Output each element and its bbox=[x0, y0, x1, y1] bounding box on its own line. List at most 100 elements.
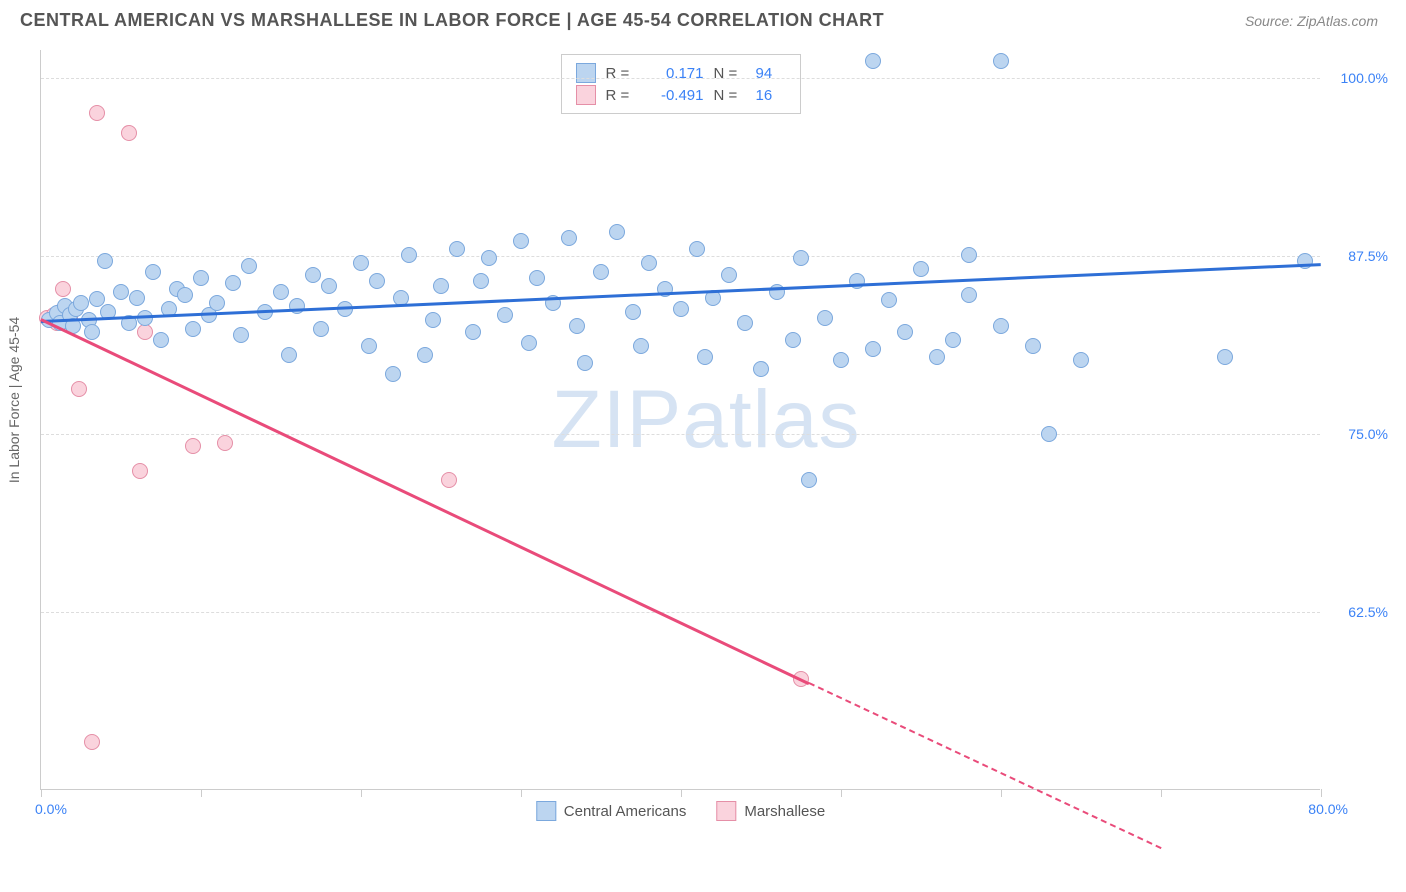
data-point bbox=[881, 292, 897, 308]
data-point bbox=[137, 324, 153, 340]
y-tick-label: 62.5% bbox=[1348, 604, 1388, 620]
data-point bbox=[209, 295, 225, 311]
data-point bbox=[577, 355, 593, 371]
data-point bbox=[945, 332, 961, 348]
data-point bbox=[361, 338, 377, 354]
n-label: N = bbox=[714, 87, 746, 104]
chart-title: CENTRAL AMERICAN VS MARSHALLESE IN LABOR… bbox=[20, 10, 884, 31]
r-label: R = bbox=[606, 87, 638, 104]
data-point bbox=[113, 284, 129, 300]
data-point bbox=[273, 284, 289, 300]
x-tick bbox=[841, 789, 842, 797]
legend-swatch bbox=[536, 801, 556, 821]
x-tick bbox=[361, 789, 362, 797]
data-point bbox=[961, 287, 977, 303]
data-point bbox=[609, 224, 625, 240]
data-point bbox=[281, 347, 297, 363]
chart-plot-area: ZIPatlas R =0.171N =94R =-0.491N =16 Cen… bbox=[40, 50, 1320, 790]
data-point bbox=[913, 261, 929, 277]
data-point bbox=[305, 267, 321, 283]
data-point bbox=[353, 255, 369, 271]
data-point bbox=[1217, 349, 1233, 365]
watermark: ZIPatlas bbox=[552, 373, 861, 467]
y-tick-label: 75.0% bbox=[1348, 426, 1388, 442]
x-axis-min-label: 0.0% bbox=[35, 801, 67, 817]
x-tick bbox=[41, 789, 42, 797]
data-point bbox=[425, 312, 441, 328]
data-point bbox=[121, 125, 137, 141]
data-point bbox=[785, 332, 801, 348]
x-tick bbox=[1001, 789, 1002, 797]
data-point bbox=[641, 255, 657, 271]
legend-series-label: Central Americans bbox=[564, 803, 687, 820]
x-tick bbox=[521, 789, 522, 797]
data-point bbox=[84, 734, 100, 750]
gridline bbox=[41, 434, 1320, 435]
data-point bbox=[721, 267, 737, 283]
data-point bbox=[625, 304, 641, 320]
legend-swatch bbox=[576, 85, 596, 105]
data-point bbox=[89, 105, 105, 121]
data-point bbox=[217, 435, 233, 451]
data-point bbox=[993, 318, 1009, 334]
legend-stat-row: R = -0.491 N = 16 bbox=[576, 85, 786, 105]
data-point bbox=[673, 301, 689, 317]
legend-series-label: Marshallese bbox=[744, 803, 825, 820]
data-point bbox=[521, 335, 537, 351]
data-point bbox=[929, 349, 945, 365]
data-point bbox=[697, 349, 713, 365]
data-point bbox=[1073, 352, 1089, 368]
legend-series-item: Marshallese bbox=[716, 801, 825, 821]
data-point bbox=[369, 273, 385, 289]
data-point bbox=[753, 361, 769, 377]
series-legend: Central Americans Marshallese bbox=[536, 801, 825, 821]
data-point bbox=[449, 241, 465, 257]
data-point bbox=[132, 463, 148, 479]
data-point bbox=[865, 53, 881, 69]
legend-swatch bbox=[576, 63, 596, 83]
gridline bbox=[41, 256, 1320, 257]
data-point bbox=[433, 278, 449, 294]
data-point bbox=[481, 250, 497, 266]
source-label: Source: ZipAtlas.com bbox=[1245, 13, 1378, 29]
data-point bbox=[129, 290, 145, 306]
data-point bbox=[185, 438, 201, 454]
data-point bbox=[145, 264, 161, 280]
data-point bbox=[225, 275, 241, 291]
data-point bbox=[961, 247, 977, 263]
legend-stat-row: R =0.171N =94 bbox=[576, 63, 786, 83]
trend-line bbox=[809, 682, 1162, 849]
n-value: 16 bbox=[756, 87, 786, 104]
data-point bbox=[193, 270, 209, 286]
x-tick bbox=[201, 789, 202, 797]
data-point bbox=[513, 233, 529, 249]
x-tick bbox=[1161, 789, 1162, 797]
data-point bbox=[865, 341, 881, 357]
legend-swatch bbox=[716, 801, 736, 821]
data-point bbox=[185, 321, 201, 337]
data-point bbox=[313, 321, 329, 337]
data-point bbox=[817, 310, 833, 326]
data-point bbox=[593, 264, 609, 280]
data-point bbox=[73, 295, 89, 311]
data-point bbox=[633, 338, 649, 354]
data-point bbox=[177, 287, 193, 303]
data-point bbox=[529, 270, 545, 286]
data-point bbox=[417, 347, 433, 363]
data-point bbox=[55, 281, 71, 297]
data-point bbox=[401, 247, 417, 263]
data-point bbox=[497, 307, 513, 323]
x-axis-max-label: 80.0% bbox=[1308, 801, 1348, 817]
data-point bbox=[1025, 338, 1041, 354]
data-point bbox=[465, 324, 481, 340]
data-point bbox=[241, 258, 257, 274]
data-point bbox=[689, 241, 705, 257]
data-point bbox=[385, 366, 401, 382]
gridline bbox=[41, 612, 1320, 613]
data-point bbox=[153, 332, 169, 348]
data-point bbox=[84, 324, 100, 340]
x-tick bbox=[1321, 789, 1322, 797]
data-point bbox=[289, 298, 305, 314]
r-value: -0.491 bbox=[648, 87, 704, 104]
data-point bbox=[801, 472, 817, 488]
